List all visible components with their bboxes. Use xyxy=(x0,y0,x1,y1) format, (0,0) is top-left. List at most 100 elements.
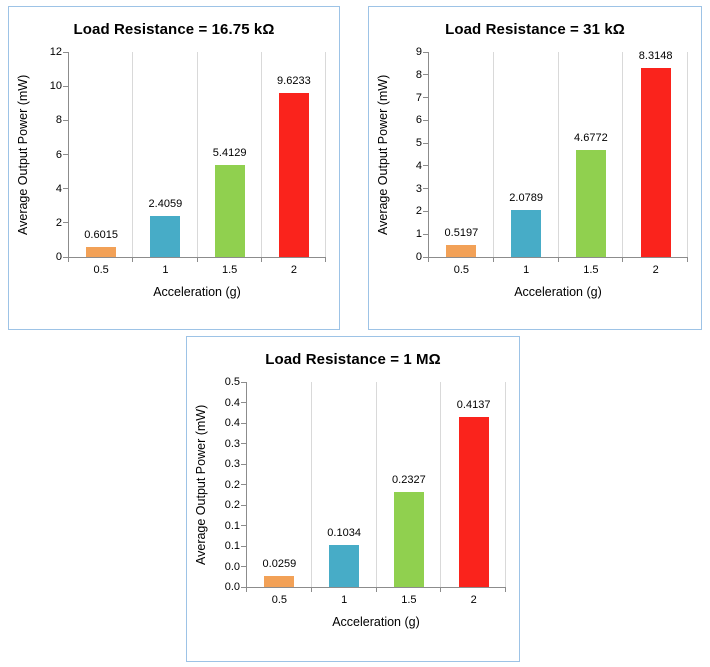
chart-card-16-75-kohm: Load Resistance = 16.75 kΩ Average Outpu… xyxy=(8,6,340,330)
gridline xyxy=(505,382,506,587)
bar xyxy=(278,93,309,257)
bar-value-label: 2.4059 xyxy=(148,198,183,210)
y-tick-mark xyxy=(423,256,429,258)
y-tick-label: 0.4 xyxy=(224,417,240,429)
x-tick-mark xyxy=(505,588,506,592)
y-tick-label: 4 xyxy=(415,159,422,172)
y-tick-label: 2 xyxy=(415,205,422,218)
y-tick-label: 0.0 xyxy=(224,560,240,573)
gridline xyxy=(687,52,688,257)
y-tick-label: 0.2 xyxy=(224,499,240,511)
y-tick-label: 5 xyxy=(415,137,422,150)
y-tick-mark xyxy=(423,165,429,167)
plot-column: 0.0 0.0 0.1 0.1 0.2 0.2 0.3 0.3 0.4 0.4 0.5 0.0259 0… xyxy=(225,376,506,629)
chart-body: Average Output Power (mW) 0 2 4 6 8 10 12 0.601… xyxy=(9,46,339,299)
y-tick-mark xyxy=(63,119,69,121)
y-tick-label: 6 xyxy=(415,114,422,127)
x-tick-mark xyxy=(622,258,624,262)
bar-value-label: 0.1034 xyxy=(327,527,361,539)
gridline xyxy=(132,52,134,257)
x-tick-label: 1 xyxy=(523,264,530,276)
y-tick-mark xyxy=(423,119,429,121)
x-tick-mark xyxy=(310,588,312,592)
x-tick-label: 0.5 xyxy=(453,264,470,276)
y-tick-label: 0.4 xyxy=(224,396,240,409)
bar xyxy=(86,247,117,257)
x-tick-mark xyxy=(68,258,69,262)
x-axis-title: Acceleration (g) xyxy=(332,615,420,629)
y-tick-mark xyxy=(63,188,69,190)
y-tick-mark xyxy=(423,142,429,144)
y-tick-label: 0.1 xyxy=(224,519,240,532)
x-tick-label: 1.5 xyxy=(221,264,238,276)
y-tick-mark xyxy=(423,74,429,76)
x-tick-mark xyxy=(440,588,442,592)
x-tick-label: 2 xyxy=(470,594,477,606)
y-tick-mark xyxy=(241,402,247,403)
bar-value-label: 0.4137 xyxy=(456,399,491,411)
gridline xyxy=(325,52,326,257)
y-tick-mark xyxy=(241,566,247,567)
y-tick-label: 4 xyxy=(55,182,62,195)
x-tick-label: 1.5 xyxy=(583,264,599,276)
x-tick-label: 1.5 xyxy=(401,594,417,606)
y-tick-mark xyxy=(63,222,69,224)
bar-value-label: 0.0259 xyxy=(262,558,297,570)
y-tick-label: 0.2 xyxy=(224,478,240,491)
y-tick-mark xyxy=(423,51,429,53)
y-axis-title: Average Output Power (mW) xyxy=(16,74,30,235)
x-axis-title: Acceleration (g) xyxy=(514,285,602,299)
gridline xyxy=(622,52,624,257)
y-tick-label: 0 xyxy=(55,251,62,263)
y-tick-label: 0.1 xyxy=(224,540,240,552)
chart-card-31-kohm: Load Resistance = 31 kΩ Average Output P… xyxy=(368,6,702,330)
y-tick-label: 10 xyxy=(49,80,62,93)
y-tick-mark xyxy=(423,233,429,235)
y-axis-title: Average Output Power (mW) xyxy=(194,404,208,565)
y-tick-mark xyxy=(241,525,247,526)
gridline xyxy=(375,382,377,587)
y-tick-mark xyxy=(241,504,247,506)
x-tick-mark xyxy=(492,258,494,262)
bar xyxy=(264,576,295,587)
x-tick-mark xyxy=(132,258,134,262)
y-tick-label: 9 xyxy=(415,46,422,58)
chart-title: Load Resistance = 1 MΩ xyxy=(265,351,441,368)
gridline xyxy=(260,52,262,257)
chart-card-1-mohm: Load Resistance = 1 MΩ Average Output Po… xyxy=(186,336,520,662)
plot-column: 0 2 4 6 8 10 12 0.6015 0.5 2.4059 1 5.4129 1.5 9.6233… xyxy=(50,46,326,299)
bar-value-label: 0.5197 xyxy=(444,227,479,239)
x-tick-label: 1 xyxy=(162,264,169,276)
bar xyxy=(329,545,360,587)
y-tick-mark xyxy=(423,188,429,190)
y-tick-label: 12 xyxy=(49,46,62,58)
y-tick-mark xyxy=(63,154,69,155)
bar xyxy=(575,150,606,257)
y-tick-label: 0.0 xyxy=(224,581,240,593)
x-tick-label: 2 xyxy=(290,264,297,276)
y-tick-label: 6 xyxy=(55,148,62,161)
y-tick-mark xyxy=(241,484,247,485)
y-tick-label: 2 xyxy=(55,216,62,229)
y-tick-label: 0.3 xyxy=(224,437,240,450)
bar xyxy=(150,216,181,257)
y-tick-label: 0.3 xyxy=(224,458,240,470)
y-tick-label: 1 xyxy=(415,228,422,241)
bar xyxy=(458,417,489,587)
bar-value-label: 5.4129 xyxy=(212,147,247,159)
y-tick-label: 3 xyxy=(415,182,422,195)
y-tick-label: 0.5 xyxy=(224,376,240,388)
x-tick-mark xyxy=(196,258,198,262)
x-tick-label: 1 xyxy=(341,594,348,606)
x-tick-label: 0.5 xyxy=(271,594,288,606)
bar xyxy=(640,68,671,257)
bar-value-label: 8.3148 xyxy=(638,50,673,62)
y-tick-mark xyxy=(241,422,247,424)
plot-area: 0 1 2 3 4 5 6 7 8 9 0.5197 0.5 2.0789 1 4.6772 1.5 8.314… xyxy=(416,46,688,276)
bar-value-label: 0.6015 xyxy=(84,229,118,241)
x-tick-label: 0.5 xyxy=(93,264,109,276)
chart-body: Average Output Power (mW) 0 1 2 3 4 5 6 7 8 9 0.51… xyxy=(369,46,701,299)
gridline xyxy=(557,52,559,257)
y-tick-label: 8 xyxy=(55,114,62,127)
x-tick-mark xyxy=(557,258,559,262)
